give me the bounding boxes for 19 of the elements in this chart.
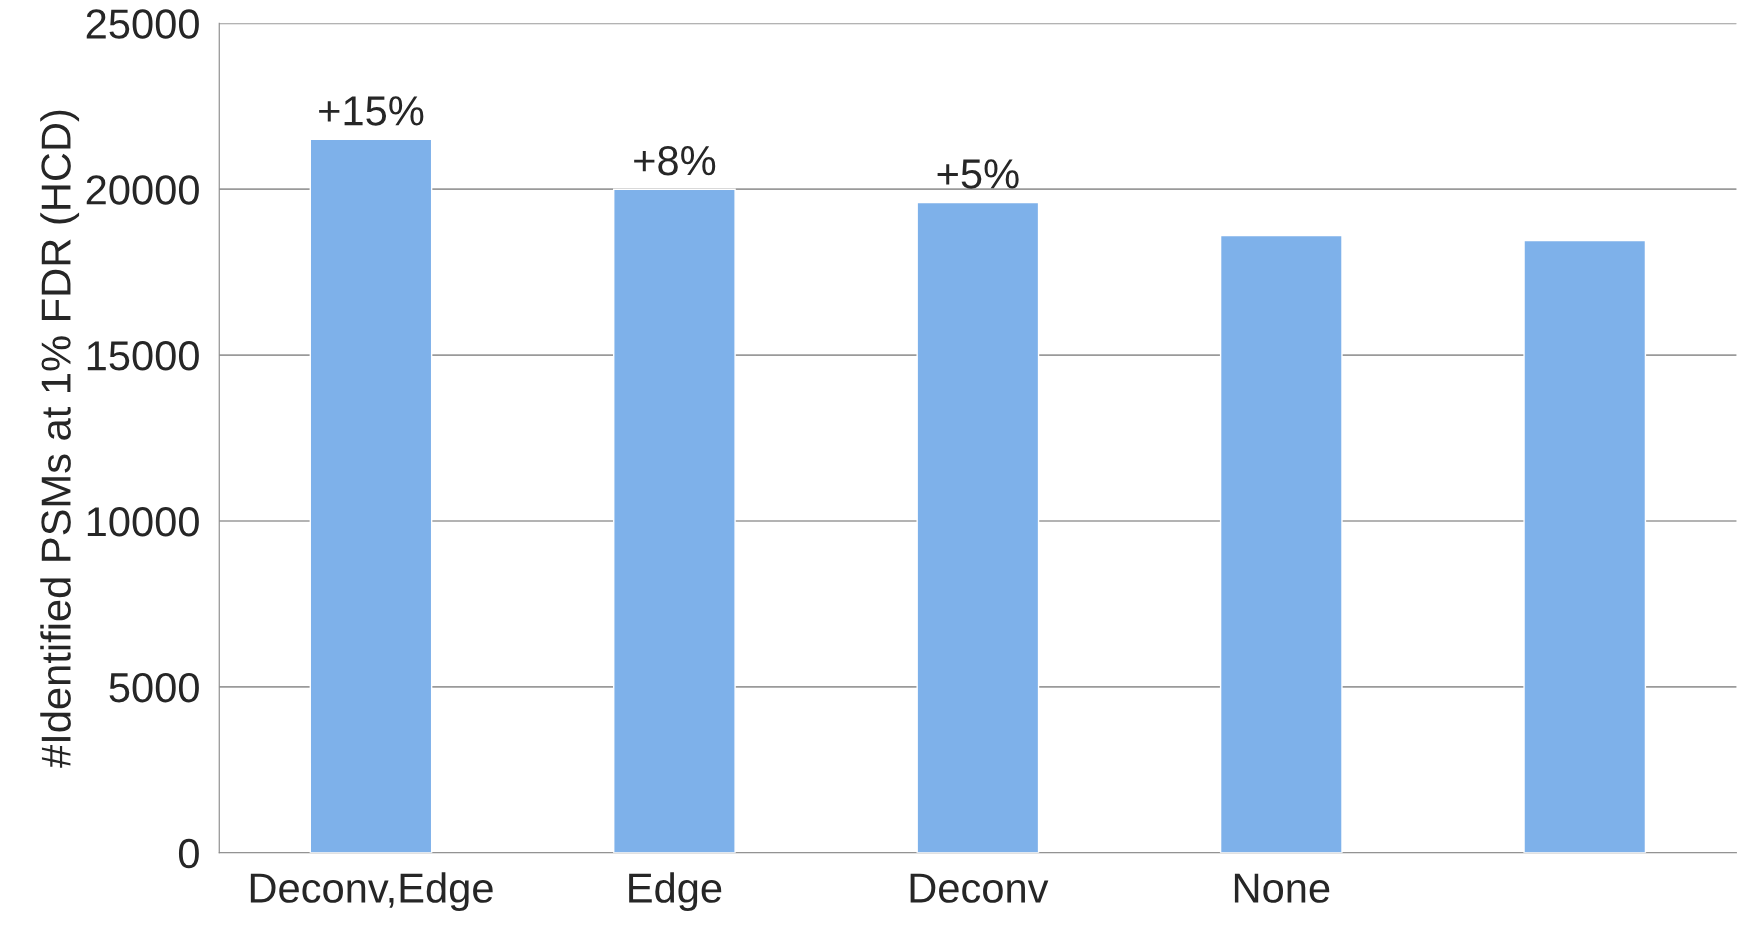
x-tick-label: Deconv xyxy=(910,873,1049,903)
y-axis-title: #Identified PSMs at 1% FDR (HCD) xyxy=(40,110,80,768)
bar xyxy=(916,201,1040,853)
y-tick-label: 5000 xyxy=(109,672,199,703)
annotation: +15% xyxy=(319,96,424,126)
bar xyxy=(1219,234,1343,853)
y-tick-label: 10000 xyxy=(87,506,199,537)
bar xyxy=(1523,239,1647,853)
annotation: +8% xyxy=(634,145,716,176)
y-tick-label: 20000 xyxy=(86,175,199,205)
x-tick-label: Deconv,Edge xyxy=(250,872,493,912)
x-tick-label: Edge xyxy=(629,872,722,912)
y-tick-label: 0 xyxy=(178,838,199,869)
bar xyxy=(613,188,736,853)
x-tick-label: None xyxy=(1234,873,1330,903)
y-tick-label: 15000 xyxy=(87,341,199,371)
y-tick-label: 25000 xyxy=(86,9,199,39)
bar xyxy=(309,138,433,853)
annotation: +5% xyxy=(937,159,1019,189)
